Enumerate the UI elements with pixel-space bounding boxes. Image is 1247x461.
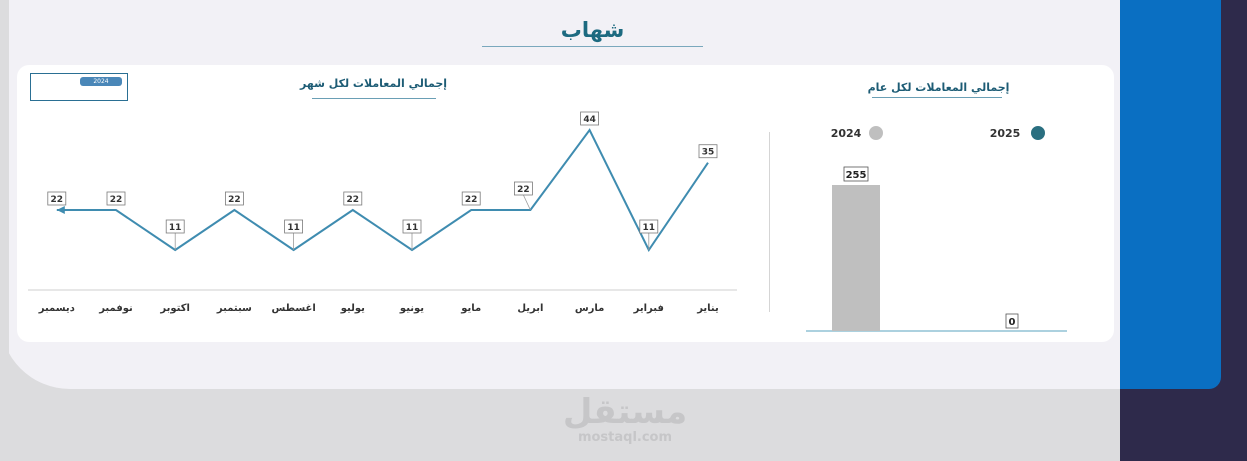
data-label-box (284, 219, 304, 234)
bar-value-box (843, 166, 869, 182)
data-label: 11 (406, 223, 419, 233)
data-label: 22 (517, 185, 530, 195)
data-label: 22 (51, 195, 64, 205)
year-slicer[interactable]: 2024 (30, 73, 128, 101)
bar-value-label: 0 (1009, 317, 1016, 328)
data-label-box (106, 191, 126, 206)
data-label: 11 (643, 223, 656, 233)
x-tick-label: نوفمبر (98, 303, 133, 314)
data-label-box (47, 191, 67, 206)
line-arrowhead (56, 206, 65, 214)
yearly-title-underline (872, 97, 1002, 98)
x-tick-label: ديسمبر (38, 303, 75, 314)
x-tick-label: اكتوبر (159, 303, 190, 314)
x-tick-label: يونيو (399, 303, 424, 314)
legend-marker-2025 (1031, 126, 1045, 140)
charts-card (17, 65, 1114, 342)
data-label-box (343, 191, 363, 206)
watermark-latin: mostaql.com (577, 430, 673, 445)
bar-value-box (1005, 313, 1019, 329)
data-label-box (461, 191, 481, 206)
data-label-box (165, 219, 185, 234)
monthly-title-underline (312, 98, 436, 99)
x-tick-label: سبتمبر (216, 303, 252, 314)
data-label: 11 (287, 223, 300, 233)
legend-marker-2024 (869, 126, 883, 140)
legend-label-2024: 2024 (831, 127, 862, 140)
x-tick-label: اغسطس (271, 303, 315, 314)
data-label-leader (523, 194, 531, 211)
data-label-box (698, 144, 718, 159)
x-tick-label: فبراير (633, 303, 664, 314)
data-label-box (514, 181, 533, 196)
data-label: 35 (702, 148, 715, 158)
data-label-box (224, 191, 244, 206)
data-label: 22 (347, 195, 360, 205)
left-edge (0, 0, 9, 389)
bar-2024 (832, 185, 880, 331)
page-title: شهاب (560, 18, 625, 42)
x-tick-label: ابريل (517, 303, 543, 314)
yearly-chart-title: إجمالي المعاملات لكل عام (867, 81, 1010, 94)
x-tick-label: يوليو (340, 303, 365, 314)
monthly-chart-title: إجمالي المعاملات لكل شهر (300, 77, 448, 90)
data-label-box (402, 219, 422, 234)
watermark-arabic: مستقل (562, 392, 688, 432)
data-label: 44 (583, 115, 596, 125)
x-tick-label: يناير (696, 303, 719, 314)
data-label: 22 (228, 195, 241, 205)
title-underline (482, 46, 703, 47)
data-label-box (580, 111, 599, 126)
monthly-series-line (56, 128, 709, 252)
data-label-box (639, 219, 659, 234)
side-panel-blue (1120, 0, 1221, 389)
charts-divider (769, 132, 770, 312)
x-tick-label: مايو (460, 303, 481, 314)
data-label: 22 (465, 195, 478, 205)
bar-value-label: 255 (846, 170, 867, 181)
watermark: مستقل mostaql.com (560, 394, 690, 446)
slicer-selected-year[interactable]: 2024 (80, 77, 122, 86)
data-label: 22 (110, 195, 123, 205)
legend-label-2025: 2025 (990, 127, 1021, 140)
x-tick-label: مارس (575, 303, 605, 314)
data-label: 11 (169, 223, 182, 233)
